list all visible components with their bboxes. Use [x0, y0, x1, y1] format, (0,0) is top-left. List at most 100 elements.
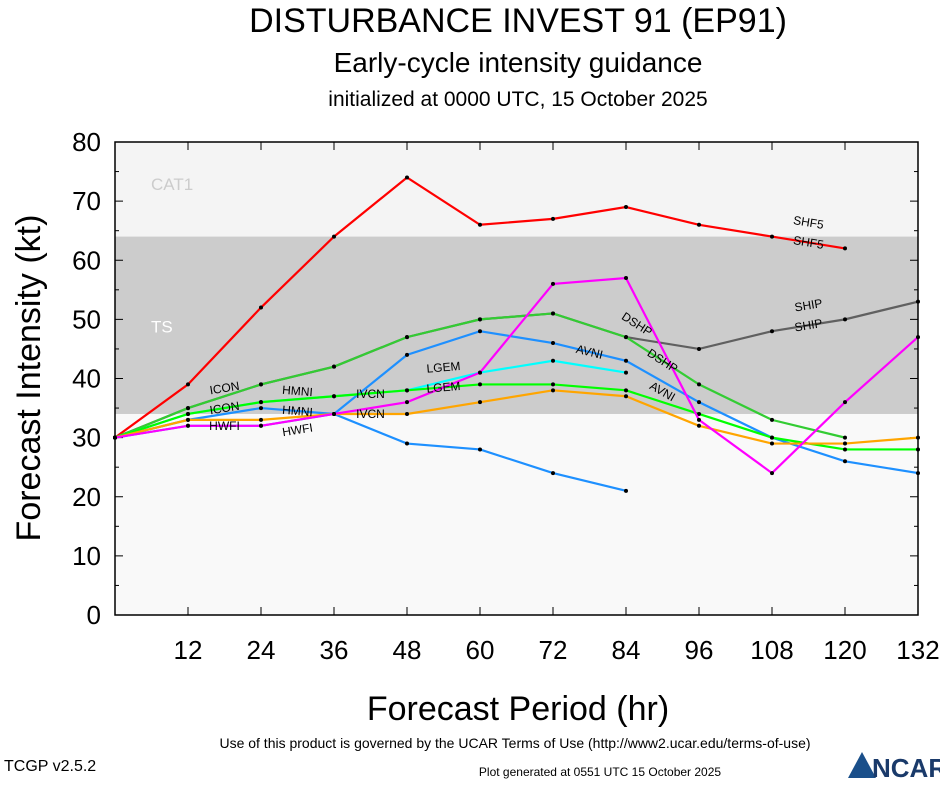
band-label: CAT1: [151, 175, 193, 194]
data-point: [697, 411, 701, 416]
data-point: [624, 205, 628, 210]
data-point: [770, 435, 774, 440]
series-line-hwfi: [114, 276, 919, 475]
data-point: [405, 388, 409, 393]
x-tick-label: 96: [685, 635, 714, 665]
series-label: SHF5: [792, 213, 825, 232]
data-point: [478, 222, 482, 227]
data-point: [332, 234, 336, 239]
data-point: [259, 400, 263, 405]
data-point: [478, 329, 482, 334]
series-line-hmni: [114, 406, 627, 492]
data-point: [551, 311, 555, 316]
data-point: [624, 370, 628, 375]
data-point: [551, 216, 555, 221]
y-tick-label: 60: [72, 245, 101, 275]
x-tick-label: 60: [466, 635, 495, 665]
data-point: [186, 417, 190, 422]
y-tick-label: 70: [72, 186, 101, 216]
data-point: [259, 406, 263, 411]
y-tick-label: 20: [72, 482, 101, 512]
data-point: [624, 335, 628, 340]
data-point: [916, 299, 920, 304]
y-tick-label: 30: [72, 423, 101, 453]
data-point: [843, 435, 847, 440]
series-label: SHIP: [794, 316, 824, 334]
chart-subtitle: Early-cycle intensity guidance: [334, 47, 703, 78]
x-tick-label: 72: [539, 635, 568, 665]
series-label: HWFI: [209, 419, 240, 433]
data-point: [551, 382, 555, 387]
series-label: IVCN: [356, 387, 385, 401]
data-point: [259, 305, 263, 310]
ncar-logo: NCAR: [848, 752, 940, 783]
data-point: [624, 275, 628, 280]
data-point: [770, 471, 774, 476]
data-point: [843, 246, 847, 251]
data-point: [843, 400, 847, 405]
data-point: [186, 411, 190, 416]
data-point: [551, 281, 555, 286]
data-point: [332, 364, 336, 369]
series-label: SHF5: [792, 233, 825, 252]
data-point: [843, 459, 847, 464]
x-axis-label: Forecast Period (hr): [367, 690, 669, 728]
series-label: SHIP: [794, 296, 824, 314]
series-hwfi: [113, 275, 920, 476]
series-label: HWFI: [281, 421, 314, 440]
data-point: [405, 400, 409, 405]
data-point: [843, 447, 847, 452]
data-point: [332, 394, 336, 399]
data-point: [332, 411, 336, 416]
series-label: ICON: [209, 379, 241, 398]
data-point: [113, 435, 117, 440]
data-point: [697, 222, 701, 227]
generated-time: Plot generated at 0551 UTC 15 October 20…: [479, 765, 721, 779]
series-label: LGEM: [426, 379, 461, 396]
series-label: HMNI: [282, 383, 314, 399]
data-point: [697, 400, 701, 405]
x-tick-label: 48: [393, 635, 422, 665]
x-tick-label: 12: [174, 635, 203, 665]
data-point: [843, 317, 847, 322]
data-point: [259, 423, 263, 428]
series-ivcn: [113, 388, 920, 446]
data-point: [770, 234, 774, 239]
x-tick-label: 36: [320, 635, 349, 665]
data-point: [551, 358, 555, 363]
data-point: [624, 488, 628, 493]
y-tick-label: 40: [72, 364, 101, 394]
series-label: LGEM: [426, 359, 461, 376]
chart-init-time: initialized at 0000 UTC, 15 October 2025: [328, 88, 707, 111]
x-tick-label: 108: [750, 635, 793, 665]
data-point: [478, 317, 482, 322]
data-point: [770, 329, 774, 334]
series-line-lgem: [114, 383, 918, 451]
data-point: [478, 447, 482, 452]
data-point: [697, 417, 701, 422]
y-tick-label: 0: [87, 600, 101, 630]
data-point: [697, 382, 701, 387]
series-label: AVNI: [575, 342, 605, 362]
data-point: [843, 441, 847, 446]
svg-text:NCAR: NCAR: [872, 753, 940, 780]
y-tick-label: 80: [72, 127, 101, 157]
data-point: [697, 423, 701, 428]
data-point: [624, 394, 628, 399]
data-point: [551, 341, 555, 346]
version-label: TCGP v2.5.2: [4, 758, 96, 775]
data-point: [916, 471, 920, 476]
terms-of-use: Use of this product is governed by the U…: [219, 735, 810, 751]
data-point: [405, 352, 409, 357]
data-point: [624, 358, 628, 363]
series-line-ivcn: [114, 389, 919, 445]
y-tick-label: 50: [72, 304, 101, 334]
band-label: TS: [151, 318, 173, 337]
data-point: [186, 382, 190, 387]
x-tick-label: 120: [823, 635, 866, 665]
series-label: ICON: [209, 399, 241, 418]
data-point: [259, 417, 263, 422]
y-tick-label: 10: [72, 541, 101, 571]
data-point: [551, 471, 555, 476]
series-dshp: [113, 311, 847, 440]
